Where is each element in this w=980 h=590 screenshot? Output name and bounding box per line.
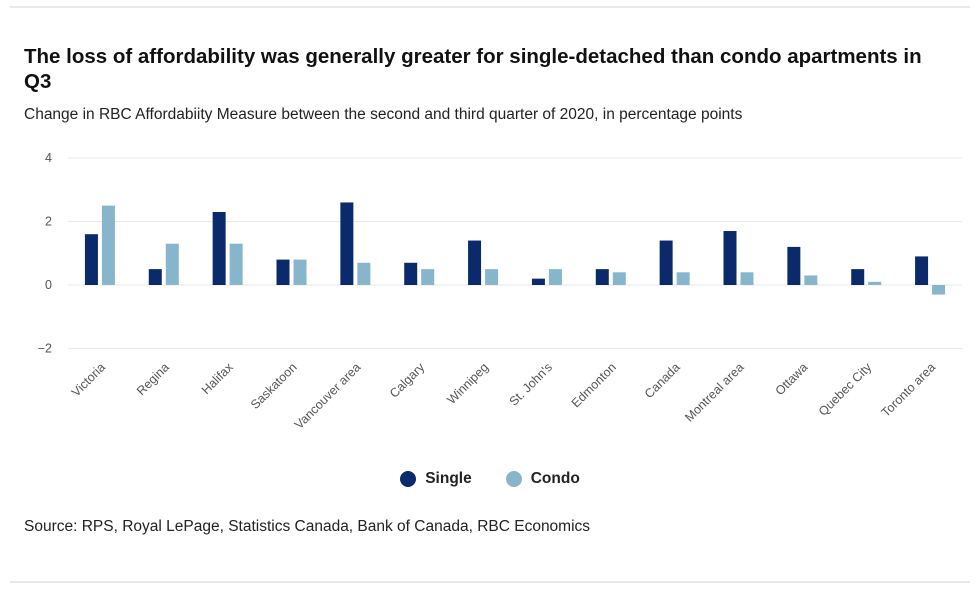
bar-single [148, 269, 162, 285]
chart-subtitle: Change in RBC Affordabiity Measure betwe… [24, 106, 743, 123]
x-tick-label: Edmonton [569, 360, 619, 410]
y-tick-label: 0 [45, 278, 52, 292]
y-tick-label: 2 [45, 215, 52, 229]
x-tick-label: St. John's [507, 360, 555, 408]
bar-single [212, 211, 226, 285]
bar-condo [932, 285, 946, 295]
bottom-divider [10, 581, 970, 583]
x-tick-label: Quebec City [816, 360, 875, 419]
chart-title: The loss of affordability was generally … [24, 45, 922, 93]
top-divider [10, 6, 970, 8]
bar-condo [548, 269, 562, 285]
x-tick-label: Saskatoon [248, 360, 300, 412]
y-tick-label: −2 [38, 342, 52, 356]
bar-condo [101, 205, 115, 285]
y-tick-label: 4 [45, 151, 52, 165]
x-tick-label: Calgary [387, 360, 428, 401]
legend: Single Condo [0, 470, 980, 488]
bar-single [276, 259, 290, 285]
source-note: Source: RPS, Royal LePage, Statistics Ca… [24, 518, 591, 535]
legend-item-condo: Condo [505, 470, 580, 488]
legend-swatch-condo [505, 471, 522, 487]
bar-condo [740, 272, 754, 285]
bar-single [84, 234, 98, 285]
bar-single [531, 278, 545, 285]
bar-chart: −2 0 2 4 Victoria Regina Halifax SaskatoonVanco… [38, 151, 962, 432]
legend-item-single: Single [400, 470, 472, 488]
bar-single [659, 240, 673, 285]
bar-single [787, 246, 801, 285]
bar-condo [293, 259, 307, 285]
bar-single [723, 231, 737, 285]
legend-label-single: Single [425, 470, 472, 487]
bar-single [340, 202, 354, 285]
x-tick-label: Halifax [199, 360, 236, 397]
bar-single [851, 269, 865, 285]
bar-condo [612, 272, 626, 285]
x-tick-label: Victoria [69, 360, 108, 399]
bar-condo [485, 269, 499, 285]
bar-single [404, 262, 418, 285]
bar-condo [804, 275, 818, 285]
x-tick-label: Toronto area [879, 360, 939, 420]
bar-single [468, 240, 482, 285]
bar-condo [229, 243, 243, 285]
bar-condo [421, 269, 435, 285]
bar-single [595, 269, 609, 285]
bar-condo [357, 262, 371, 285]
bar-single [915, 256, 929, 285]
x-tick-label: Winnipeg [444, 360, 491, 407]
x-tick-label: Montreal area [682, 360, 746, 424]
legend-label-condo: Condo [530, 470, 580, 487]
bar-condo [868, 281, 882, 285]
x-tick-label: Regina [134, 360, 172, 398]
bar-condo [676, 272, 690, 285]
legend-swatch-single [400, 471, 417, 487]
x-tick-label: Vancouver area [292, 360, 364, 432]
bar-condo [165, 243, 179, 285]
x-tick-label: Canada [642, 360, 683, 401]
x-tick-label: Ottawa [773, 360, 811, 398]
